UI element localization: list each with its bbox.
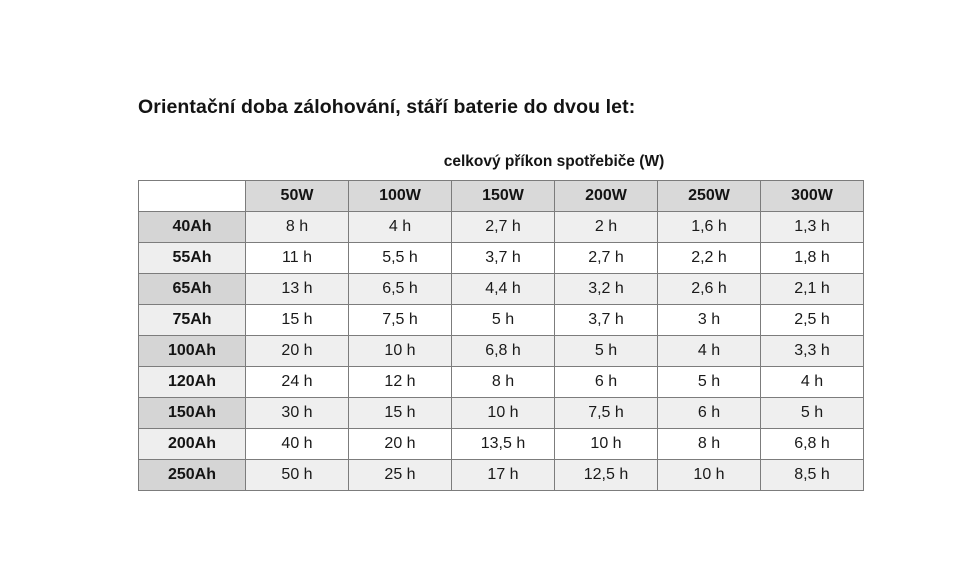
cell-250ah-300w: 8,5 h	[760, 459, 864, 491]
row-header-40ah: 40Ah	[138, 211, 246, 243]
cell-250ah-50w: 50 h	[245, 459, 349, 491]
row-header-55ah: 55Ah	[138, 242, 246, 274]
cell-250ah-250w: 10 h	[657, 459, 761, 491]
cell-100ah-200w: 5 h	[554, 335, 658, 367]
cell-200ah-300w: 6,8 h	[760, 428, 864, 460]
cell-120ah-200w: 6 h	[554, 366, 658, 398]
row-header-150ah: 150Ah	[138, 397, 246, 429]
cell-40ah-100w: 4 h	[348, 211, 452, 243]
cell-250ah-150w: 17 h	[451, 459, 555, 491]
cell-250ah-200w: 12,5 h	[554, 459, 658, 491]
column-axis-label: celkový příkon spotřebiče (W)	[443, 153, 665, 170]
cell-250ah-100w: 25 h	[348, 459, 452, 491]
cell-40ah-150w: 2,7 h	[451, 211, 555, 243]
cell-55ah-50w: 11 h	[245, 242, 349, 274]
cell-100ah-300w: 3,3 h	[760, 335, 864, 367]
row-header-250ah: 250Ah	[138, 459, 246, 491]
cell-150ah-150w: 10 h	[451, 397, 555, 429]
row-header-120ah: 120Ah	[138, 366, 246, 398]
table-row: 65Ah 13 h 6,5 h 4,4 h 3,2 h 2,6 h 2,1 h	[138, 273, 864, 305]
cell-55ah-150w: 3,7 h	[451, 242, 555, 274]
cell-75ah-100w: 7,5 h	[348, 304, 452, 336]
column-header-100w: 100W	[348, 180, 452, 212]
row-header-100ah: 100Ah	[138, 335, 246, 367]
cell-55ah-200w: 2,7 h	[554, 242, 658, 274]
table-header-row: 50W 100W 150W 200W 250W 300W	[138, 180, 864, 212]
cell-40ah-200w: 2 h	[554, 211, 658, 243]
cell-75ah-150w: 5 h	[451, 304, 555, 336]
cell-200ah-50w: 40 h	[245, 428, 349, 460]
table-row: 120Ah 24 h 12 h 8 h 6 h 5 h 4 h	[138, 366, 864, 398]
cell-150ah-100w: 15 h	[348, 397, 452, 429]
cell-150ah-300w: 5 h	[760, 397, 864, 429]
column-header-150w: 150W	[451, 180, 555, 212]
table-header: 50W 100W 150W 200W 250W 300W	[138, 180, 864, 212]
cell-100ah-100w: 10 h	[348, 335, 452, 367]
cell-65ah-250w: 2,6 h	[657, 273, 761, 305]
cell-150ah-250w: 6 h	[657, 397, 761, 429]
page-title: Orientační doba zálohování, stáří bateri…	[138, 96, 636, 118]
cell-200ah-200w: 10 h	[554, 428, 658, 460]
cell-120ah-150w: 8 h	[451, 366, 555, 398]
table-row: 150Ah 30 h 15 h 10 h 7,5 h 6 h 5 h	[138, 397, 864, 429]
column-header-200w: 200W	[554, 180, 658, 212]
backup-time-table-container: 50W 100W 150W 200W 250W 300W 40Ah 8 h 4 …	[138, 180, 864, 491]
cell-40ah-300w: 1,3 h	[760, 211, 864, 243]
cell-65ah-50w: 13 h	[245, 273, 349, 305]
table-row: 40Ah 8 h 4 h 2,7 h 2 h 1,6 h 1,3 h	[138, 211, 864, 243]
cell-150ah-200w: 7,5 h	[554, 397, 658, 429]
cell-100ah-250w: 4 h	[657, 335, 761, 367]
cell-65ah-200w: 3,2 h	[554, 273, 658, 305]
cell-120ah-250w: 5 h	[657, 366, 761, 398]
cell-55ah-300w: 1,8 h	[760, 242, 864, 274]
cell-75ah-50w: 15 h	[245, 304, 349, 336]
row-header-65ah: 65Ah	[138, 273, 246, 305]
table-corner-cell	[138, 180, 246, 212]
cell-200ah-150w: 13,5 h	[451, 428, 555, 460]
cell-120ah-100w: 12 h	[348, 366, 452, 398]
cell-40ah-50w: 8 h	[245, 211, 349, 243]
cell-55ah-250w: 2,2 h	[657, 242, 761, 274]
table-row: 100Ah 20 h 10 h 6,8 h 5 h 4 h 3,3 h	[138, 335, 864, 367]
cell-65ah-150w: 4,4 h	[451, 273, 555, 305]
cell-100ah-150w: 6,8 h	[451, 335, 555, 367]
cell-75ah-250w: 3 h	[657, 304, 761, 336]
column-header-50w: 50W	[245, 180, 349, 212]
cell-200ah-100w: 20 h	[348, 428, 452, 460]
row-header-200ah: 200Ah	[138, 428, 246, 460]
cell-100ah-50w: 20 h	[245, 335, 349, 367]
cell-40ah-250w: 1,6 h	[657, 211, 761, 243]
cell-75ah-200w: 3,7 h	[554, 304, 658, 336]
cell-75ah-300w: 2,5 h	[760, 304, 864, 336]
cell-200ah-250w: 8 h	[657, 428, 761, 460]
table-row: 55Ah 11 h 5,5 h 3,7 h 2,7 h 2,2 h 1,8 h	[138, 242, 864, 274]
table-body: 40Ah 8 h 4 h 2,7 h 2 h 1,6 h 1,3 h 55Ah …	[138, 211, 864, 491]
table-row: 250Ah 50 h 25 h 17 h 12,5 h 10 h 8,5 h	[138, 459, 864, 491]
cell-65ah-300w: 2,1 h	[760, 273, 864, 305]
cell-120ah-300w: 4 h	[760, 366, 864, 398]
column-header-250w: 250W	[657, 180, 761, 212]
cell-120ah-50w: 24 h	[245, 366, 349, 398]
backup-time-table: 50W 100W 150W 200W 250W 300W 40Ah 8 h 4 …	[138, 180, 864, 491]
cell-65ah-100w: 6,5 h	[348, 273, 452, 305]
table-row: 200Ah 40 h 20 h 13,5 h 10 h 8 h 6,8 h	[138, 428, 864, 460]
table-row: 75Ah 15 h 7,5 h 5 h 3,7 h 3 h 2,5 h	[138, 304, 864, 336]
row-header-75ah: 75Ah	[138, 304, 246, 336]
cell-150ah-50w: 30 h	[245, 397, 349, 429]
column-header-300w: 300W	[760, 180, 864, 212]
cell-55ah-100w: 5,5 h	[348, 242, 452, 274]
